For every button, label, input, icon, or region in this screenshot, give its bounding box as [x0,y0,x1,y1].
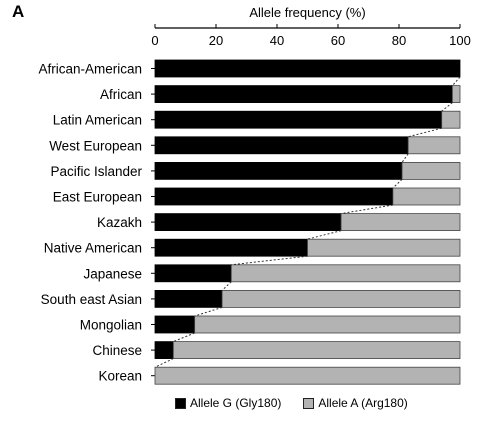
legend-item-allele-g: Allele G (Gly180) [175,396,281,410]
category-label-mongolian: Mongolian [80,318,142,333]
x-tick-label-20: 20 [209,33,223,48]
category-label-west-european: West European [49,138,142,153]
category-label-african: African [100,87,142,102]
bar-allele-a-african [451,85,461,103]
connector-line-1 [441,102,453,112]
category-label-kazakh: Kazakh [97,215,142,230]
connector-line-5 [340,204,393,215]
legend: Allele G (Gly180) Allele A (Arg180) [175,396,430,410]
connector-line-8 [221,281,232,291]
category-label-south-east-asian: South east Asian [41,292,142,307]
panel-label: A [12,2,25,21]
bar-allele-a-south-east-asian [221,289,461,308]
legend-label-allele-g: Allele G (Gly180) [190,396,282,410]
bar-allele-g-native-american [154,238,308,257]
connector-line-2 [408,127,442,138]
category-label-east-european: East European [53,190,142,205]
bar-allele-g-african [154,85,453,103]
connector-line-0 [452,76,461,86]
bar-allele-a-chinese [172,341,461,360]
connector-line-9 [194,306,223,317]
bar-allele-a-native-american [307,238,461,257]
connector-line-11 [154,358,174,368]
bar-allele-a-kazakh [340,213,461,232]
bar-allele-g-pacific-islander [154,161,403,180]
legend-item-allele-a: Allele A (Arg180) [303,396,408,410]
bar-allele-g-african-american [154,59,461,78]
category-label-latin-american: Latin American [53,113,142,128]
bar-allele-g-kazakh [154,213,342,232]
category-label-pacific-islander: Pacific Islander [50,164,142,179]
x-tick-label-100: 100 [449,33,471,48]
bar-allele-g-japanese [154,264,232,283]
x-tick-label-60: 60 [331,33,345,48]
bar-allele-a-latin-american [441,110,461,129]
category-label-japanese: Japanese [83,266,142,281]
x-tick-label-0: 0 [151,33,158,48]
category-label-korean: Korean [98,369,142,384]
bar-allele-a-west-european [407,136,461,155]
bar-allele-g-south-east-asian [154,289,223,308]
bar-allele-a-east-european [392,187,461,206]
legend-swatch-allele-a [303,397,315,409]
legend-swatch-allele-g [175,397,186,409]
category-label-chinese: Chinese [92,343,142,358]
connector-line-4 [392,179,403,189]
connector-line-7 [231,255,308,266]
bar-allele-a-pacific-islander [401,161,461,180]
connector-line-3 [401,153,409,163]
bar-allele-a-mongolian [194,315,461,334]
stacked-bar-chart: Allele frequency (%) 0 20 40 60 80 100 African-… [38,5,471,385]
category-label-native-american: Native American [44,241,142,256]
bar-allele-g-mongolian [154,315,196,334]
connector-line-6 [307,230,342,240]
bar-allele-a-korean [154,366,461,385]
x-axis-title: Allele frequency (%) [249,5,365,20]
bar-allele-g-east-european [154,187,394,206]
bar-allele-a-japanese [230,264,461,283]
x-tick-label-80: 80 [392,33,406,48]
legend-label-allele-a: Allele A (Arg180) [318,396,408,410]
connector-line-10 [173,332,195,343]
category-label-african-american: African-American [38,62,142,77]
bar-allele-g-west-european [154,136,409,155]
bar-allele-g-chinese [154,341,174,360]
x-tick-label-40: 40 [270,33,284,48]
bar-allele-g-latin-american [154,110,443,129]
